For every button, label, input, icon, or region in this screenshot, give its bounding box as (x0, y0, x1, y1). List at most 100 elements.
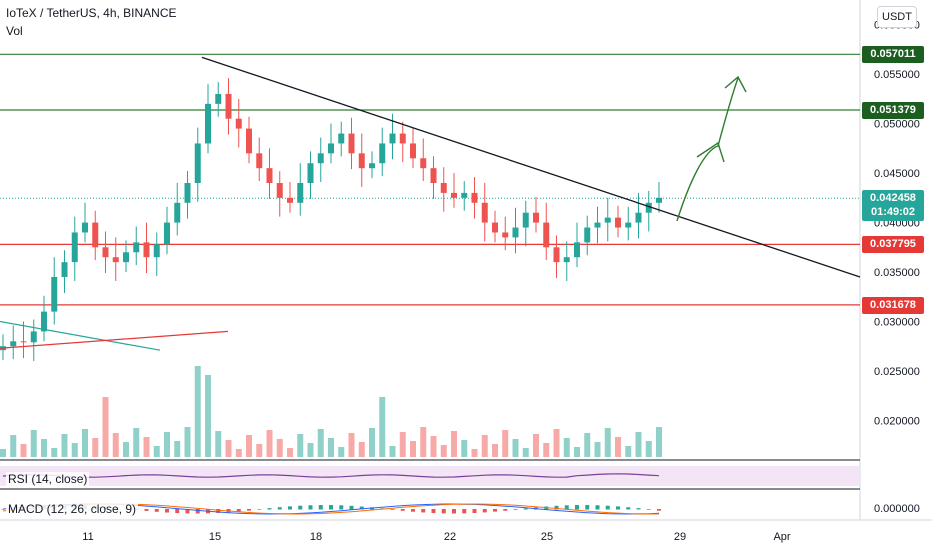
volume-bar (440, 445, 447, 457)
macd-histogram-bar (646, 509, 651, 510)
volume-bar (584, 433, 591, 457)
volume-bar (574, 447, 580, 457)
macd-histogram-bar (318, 505, 323, 510)
candle-body (379, 143, 386, 164)
volume-label: Vol (6, 24, 23, 38)
candle-body (133, 242, 140, 253)
y-tick-label: 0.045000 (874, 168, 920, 180)
y-tick-label: 0.025000 (874, 366, 920, 378)
candle-body (51, 276, 58, 312)
volume-bar (225, 440, 232, 457)
volume-bar (0, 449, 6, 457)
y-tick-label: 0.035000 (874, 267, 920, 279)
candle-body (235, 118, 242, 129)
candle-body (471, 192, 478, 203)
volume-bar (92, 438, 99, 457)
candle-body (574, 242, 580, 258)
candle-body (625, 222, 632, 228)
macd-histogram-bar (257, 509, 262, 510)
x-tick-label: 15 (209, 531, 221, 543)
x-tick-label: 29 (674, 531, 686, 543)
candle-body (635, 212, 642, 223)
x-tick-label: 18 (310, 531, 322, 543)
candle-body (297, 183, 304, 203)
candle-body (205, 103, 211, 144)
candle-body (389, 133, 396, 144)
price-tag: 01:49:02 (862, 203, 924, 221)
x-tick-label: Apr (773, 531, 790, 543)
volume-bar (512, 439, 519, 457)
macd-histogram-bar (1, 509, 5, 510)
candle-body (502, 232, 509, 238)
candle-body (317, 153, 324, 164)
macd-histogram-bar (564, 505, 569, 510)
candle-body (543, 222, 550, 248)
candle-body (338, 133, 345, 144)
macd-histogram-bar (605, 505, 610, 510)
candle-body (481, 202, 488, 223)
volume-bar (461, 440, 468, 457)
volume-bar (410, 441, 416, 457)
x-tick-label: 25 (541, 531, 553, 543)
macd-histogram-bar (390, 509, 395, 510)
candle-body (328, 143, 334, 154)
volume-bar (328, 438, 334, 457)
x-tick-label: 22 (444, 531, 456, 543)
candle-body (348, 133, 355, 154)
volume-bar (369, 428, 375, 457)
candle-body (71, 232, 78, 263)
macd-histogram-bar (585, 505, 590, 510)
price-tag: 0.051379 (862, 102, 924, 119)
volume-bar (205, 375, 211, 457)
currency-badge[interactable]: USDT (877, 6, 917, 28)
candle-body (553, 247, 560, 263)
macd-histogram-bar (267, 508, 272, 510)
candle-body (307, 163, 314, 184)
candle-body (164, 222, 170, 245)
volume-bar (420, 427, 427, 457)
candle-body (563, 257, 570, 263)
volume-bar (61, 434, 68, 457)
candle-body (410, 143, 416, 159)
volume-bar (30, 430, 37, 457)
candle-body (584, 227, 591, 243)
volume-bar (533, 434, 539, 457)
candle-body (461, 192, 468, 198)
macd-histogram-bar (298, 505, 303, 510)
macd-histogram-bar (216, 509, 221, 513)
candle-body (143, 242, 150, 258)
volume-bar (502, 430, 509, 457)
macd-histogram-bar (339, 505, 344, 510)
volume-bar (287, 448, 293, 457)
volume-bar (112, 433, 119, 457)
candle-body (266, 168, 273, 184)
candle-body (174, 202, 181, 223)
macd-histogram-bar (626, 507, 631, 510)
candle-body (656, 197, 662, 203)
y-tick-label: 0.020000 (874, 415, 920, 427)
volume-bar (153, 446, 160, 457)
volume-bar (348, 433, 355, 457)
candle-body (420, 158, 427, 169)
macd-histogram-bar (400, 509, 405, 511)
candle-body (92, 222, 99, 248)
rsi-label: RSI (14, close) (6, 472, 90, 486)
descending-trendline (201, 56, 861, 278)
macd-histogram-bar (595, 505, 600, 510)
volume-bar (317, 429, 324, 457)
candle-body (184, 183, 191, 203)
y-tick-label: 0.030000 (874, 317, 920, 329)
volume-bar (656, 427, 662, 457)
volume-bar (82, 429, 88, 457)
volume-bar (635, 432, 642, 457)
candle-body (492, 222, 498, 233)
macd-histogram-bar (462, 509, 467, 514)
volume-bar (246, 435, 252, 457)
volume-bar (10, 435, 17, 457)
macd-histogram-bar (175, 509, 180, 514)
volume-bar (399, 432, 406, 457)
candle-body (287, 197, 293, 203)
volume-bar (102, 397, 109, 457)
